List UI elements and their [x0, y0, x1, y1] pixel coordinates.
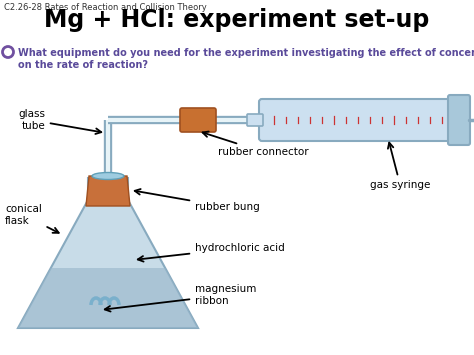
- FancyBboxPatch shape: [448, 95, 470, 145]
- Text: Mg + HCl: experiment set-up: Mg + HCl: experiment set-up: [44, 8, 430, 32]
- Polygon shape: [86, 176, 130, 206]
- FancyBboxPatch shape: [247, 114, 263, 126]
- Text: gas syringe: gas syringe: [370, 143, 430, 190]
- Text: rubber connector: rubber connector: [202, 131, 309, 157]
- Text: magnesium
ribbon: magnesium ribbon: [105, 284, 256, 312]
- Text: glass
tube: glass tube: [18, 109, 101, 134]
- Text: conical
flask: conical flask: [5, 204, 59, 233]
- FancyBboxPatch shape: [259, 99, 451, 141]
- Ellipse shape: [92, 173, 124, 180]
- Text: What equipment do you need for the experiment investigating the effect of concen: What equipment do you need for the exper…: [18, 48, 474, 70]
- Text: hydrochloric acid: hydrochloric acid: [138, 243, 285, 262]
- Circle shape: [2, 47, 13, 58]
- Text: rubber bung: rubber bung: [135, 189, 260, 212]
- FancyBboxPatch shape: [180, 108, 216, 132]
- Text: C2.26-28 Rates of Reaction and Collision Theory: C2.26-28 Rates of Reaction and Collision…: [4, 3, 207, 12]
- Polygon shape: [18, 268, 198, 328]
- Polygon shape: [18, 178, 198, 328]
